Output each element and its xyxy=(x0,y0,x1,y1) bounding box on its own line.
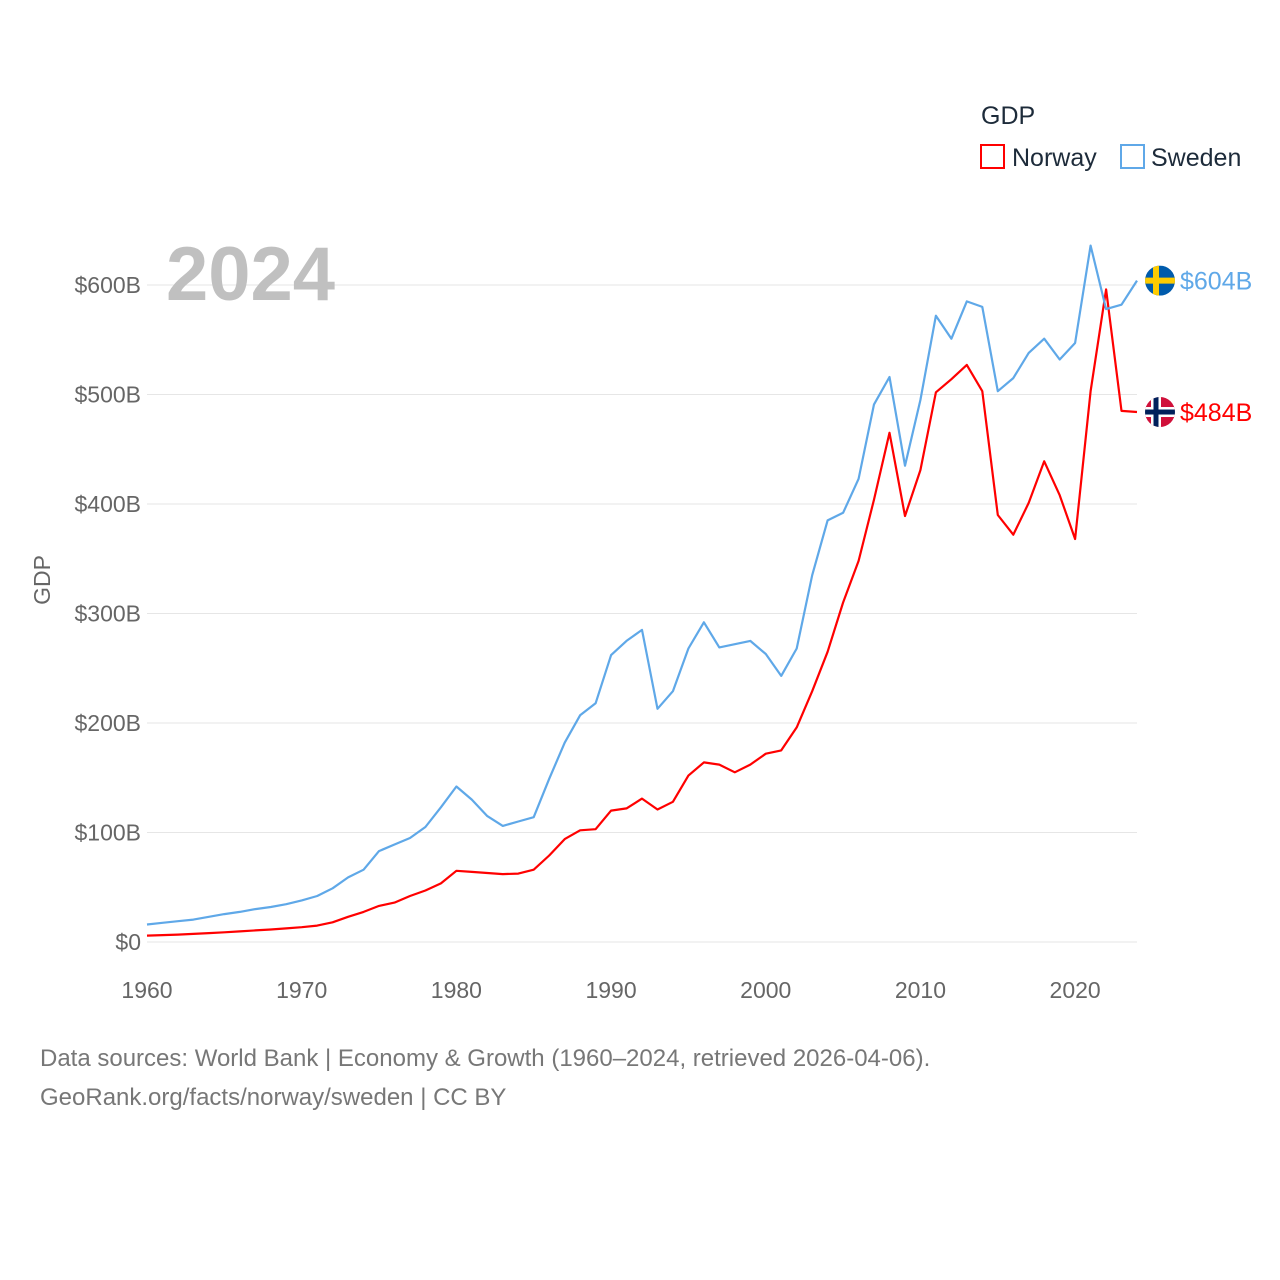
y-tick-label: $300B xyxy=(74,601,141,627)
end-label-norway: $484B xyxy=(1180,399,1252,427)
x-tick-label: 1990 xyxy=(585,977,636,1003)
y-tick-label: $500B xyxy=(74,382,141,408)
footer-link[interactable]: GeoRank.org/facts/norway/sweden | CC BY xyxy=(40,1084,507,1111)
legend-label-sweden[interactable]: Sweden xyxy=(1151,144,1241,172)
year-watermark: 2024 xyxy=(166,232,335,317)
footer-sources: Data sources: World Bank | Economy & Gro… xyxy=(40,1045,931,1072)
y-tick-label: $100B xyxy=(74,820,141,846)
y-tick-label: $200B xyxy=(74,710,141,736)
y-tick-label: $0 xyxy=(115,929,141,955)
legend: GDP Norway Sweden xyxy=(980,102,1241,172)
series-line-norway[interactable] xyxy=(146,288,1138,937)
x-tick-label: 2000 xyxy=(740,977,791,1003)
x-tick-label: 2010 xyxy=(895,977,946,1003)
legend-label-norway[interactable]: Norway xyxy=(1012,144,1097,172)
x-tick-label: 1970 xyxy=(276,977,327,1003)
x-tick-label: 1980 xyxy=(431,977,482,1003)
legend-title: GDP xyxy=(981,102,1035,130)
flag-sweden-icon xyxy=(1145,265,1175,296)
x-tick-label: 2020 xyxy=(1050,977,1101,1003)
x-tick-label: 1960 xyxy=(121,977,172,1003)
flag-norway-icon xyxy=(1145,397,1175,428)
end-label-sweden: $604B xyxy=(1180,268,1252,296)
y-axis-label: GDP xyxy=(29,555,55,605)
y-tick-label: $600B xyxy=(74,272,141,298)
legend-swatch-norway[interactable] xyxy=(980,144,1005,169)
series-line-sweden[interactable] xyxy=(146,244,1138,926)
y-tick-label: $400B xyxy=(74,491,141,517)
legend-swatch-sweden[interactable] xyxy=(1120,144,1145,169)
